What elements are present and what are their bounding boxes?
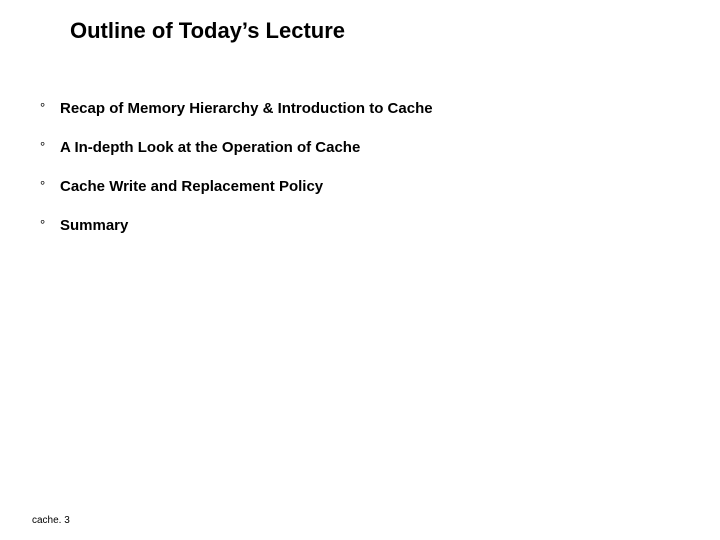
- slide-footer: cache. 3: [32, 515, 70, 526]
- list-item: ° Cache Write and Replacement Policy: [40, 178, 680, 195]
- list-item: ° Recap of Memory Hierarchy & Introducti…: [40, 100, 680, 117]
- bullet-marker: °: [40, 100, 50, 115]
- bullet-marker: °: [40, 217, 50, 232]
- bullet-marker: °: [40, 139, 50, 154]
- bullet-list: ° Recap of Memory Hierarchy & Introducti…: [40, 100, 680, 256]
- bullet-marker: °: [40, 178, 50, 193]
- bullet-text: Cache Write and Replacement Policy: [60, 178, 323, 195]
- bullet-text: Summary: [60, 217, 128, 234]
- bullet-text: A In-depth Look at the Operation of Cach…: [60, 139, 360, 156]
- slide-title: Outline of Today’s Lecture: [70, 18, 345, 44]
- slide-container: Outline of Today’s Lecture ° Recap of Me…: [0, 0, 720, 540]
- list-item: ° A In-depth Look at the Operation of Ca…: [40, 139, 680, 156]
- list-item: ° Summary: [40, 217, 680, 234]
- bullet-text: Recap of Memory Hierarchy & Introduction…: [60, 100, 433, 117]
